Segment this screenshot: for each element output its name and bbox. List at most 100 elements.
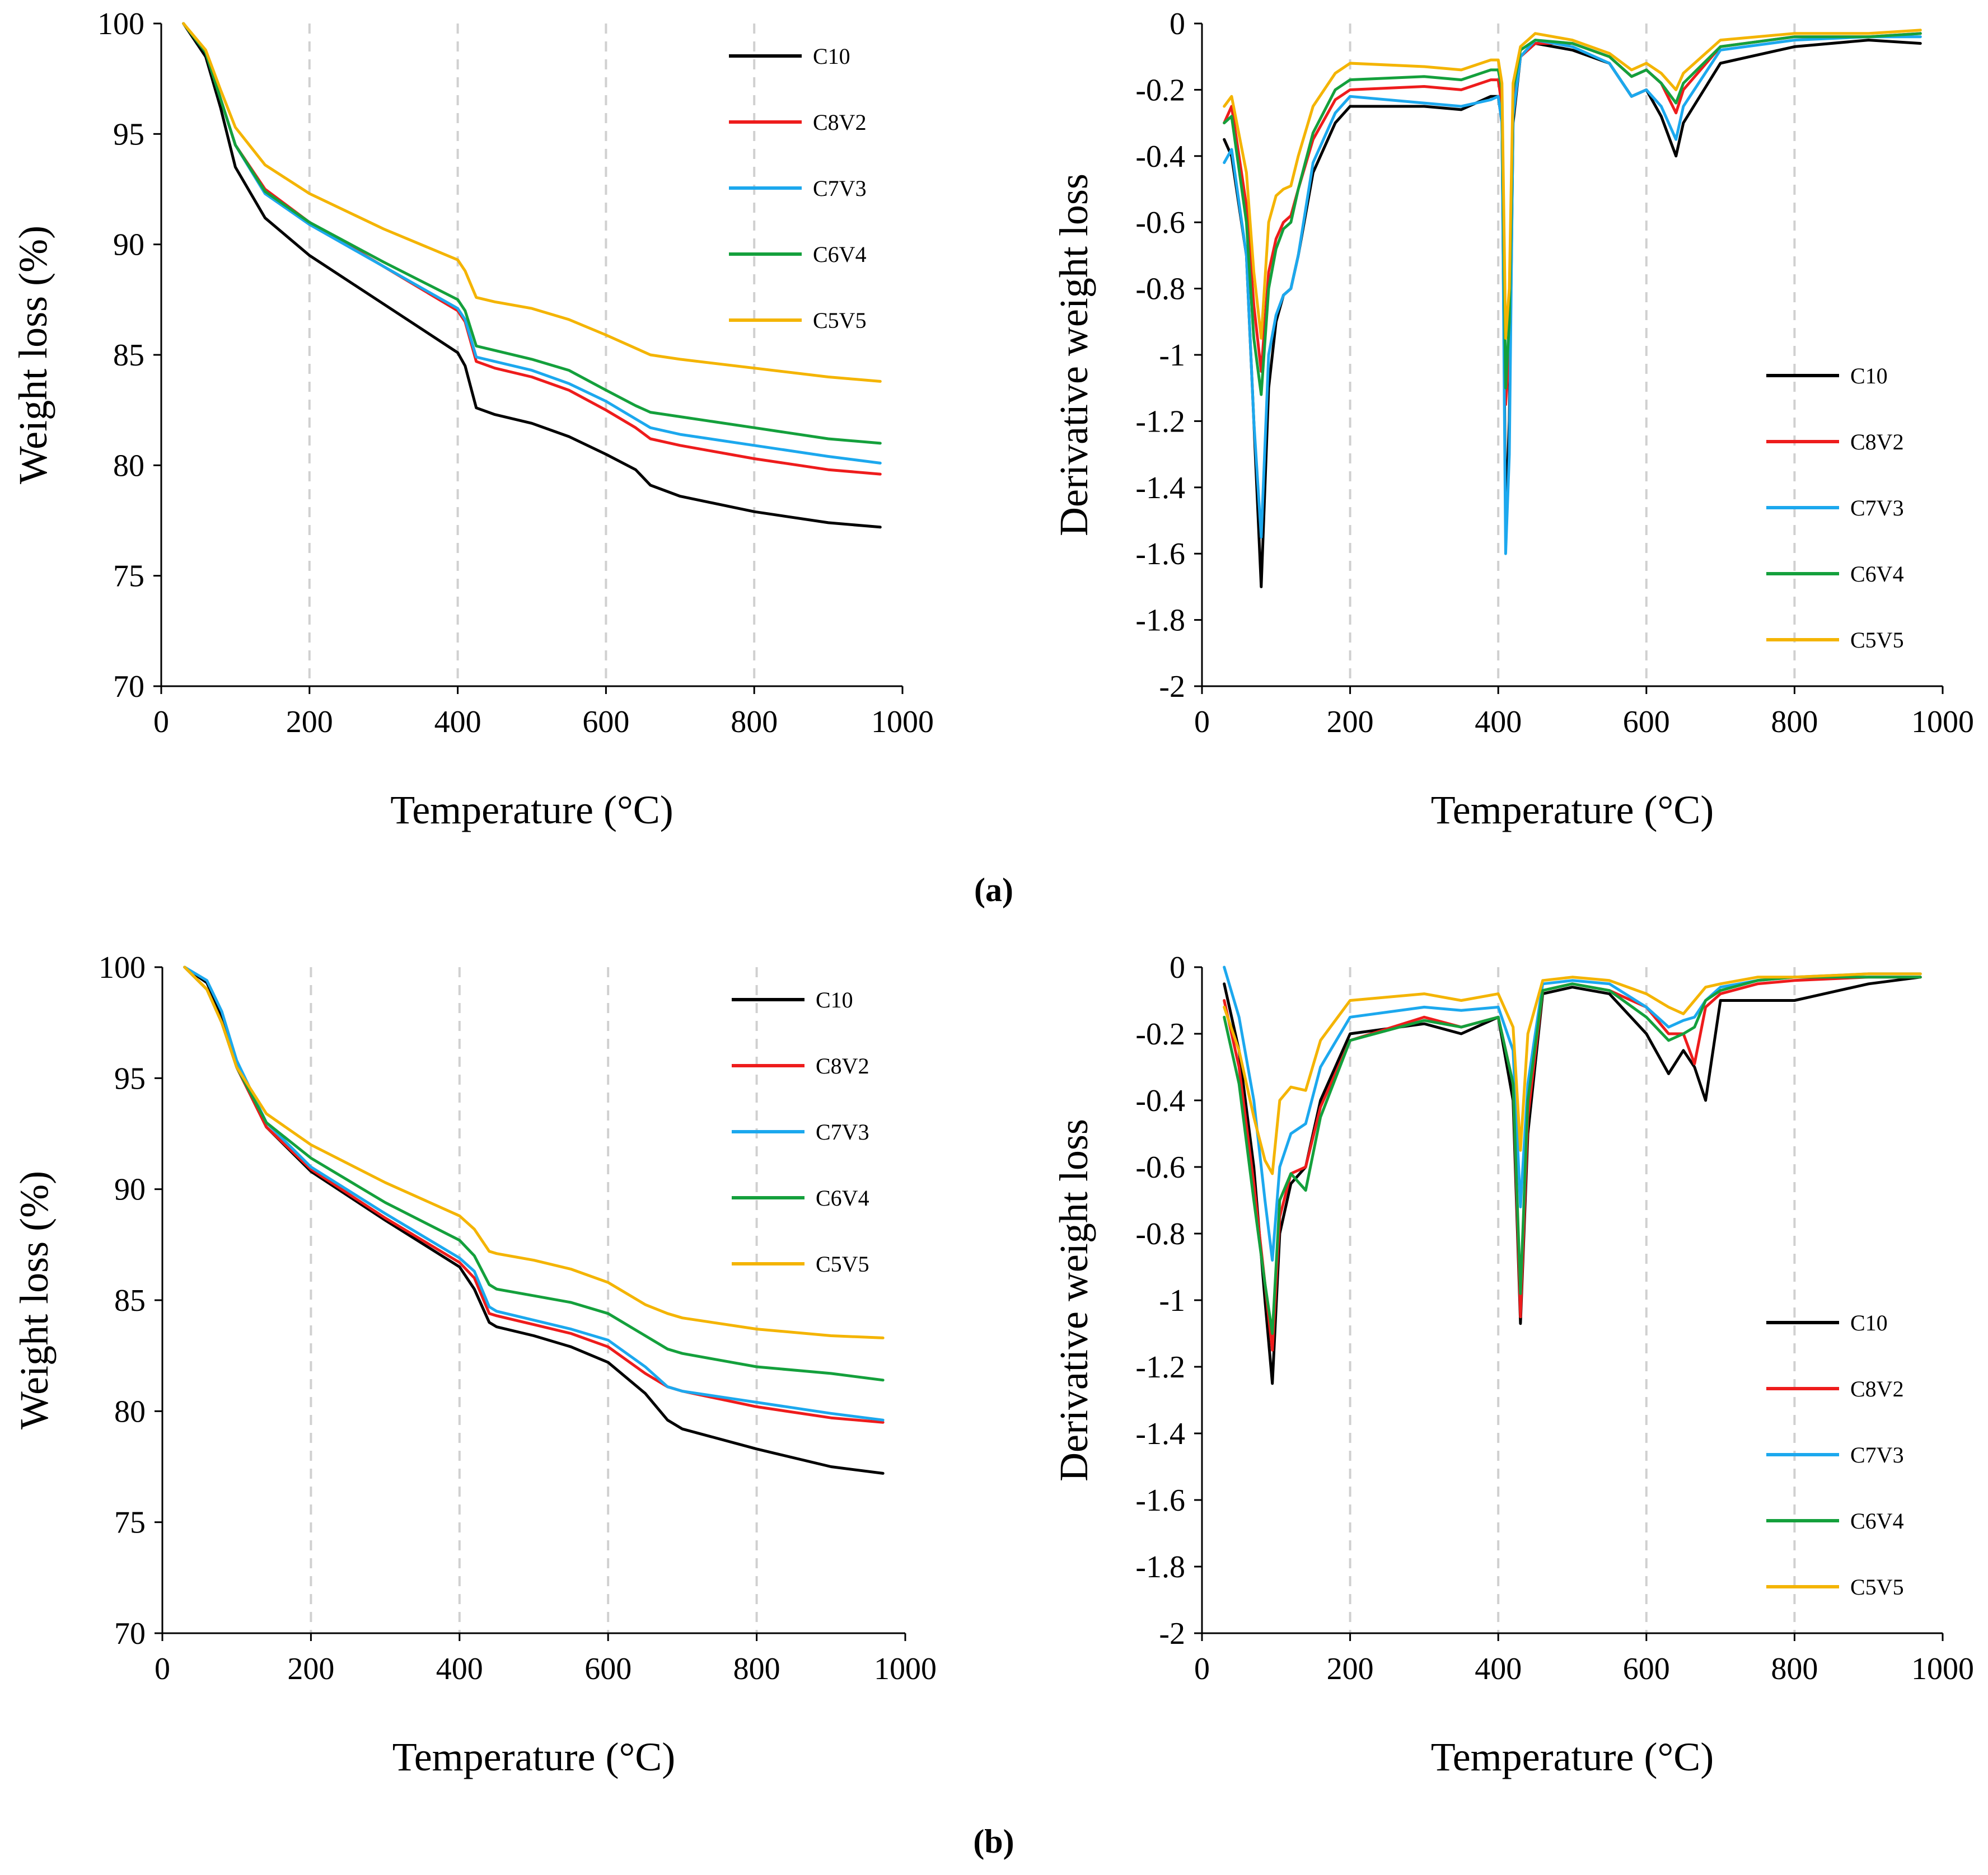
- series-line-c10: [1223, 39, 1922, 588]
- legend-label-c7v3: C7V3: [1850, 495, 1904, 521]
- x-tick-label: 1000: [871, 705, 934, 739]
- y-tick-label: 90: [114, 1173, 146, 1207]
- series-line-c8v2: [182, 22, 882, 476]
- x-tick-label: 600: [584, 1652, 632, 1686]
- y-tick-label: -2: [1159, 1616, 1185, 1651]
- chart-a-tga: 0 200 400 600 800 1000 70 75 80 85 90 95 100 Temperat…: [11, 7, 934, 832]
- chart-b-dtg: 0 200 400 600 800 1000 0 -0.2 -0.4 -0.6 -0.8 -1 -1.2…: [1051, 950, 1974, 1779]
- y-axis-label: Weight loss (%): [11, 226, 55, 484]
- series-line-c6v4: [182, 22, 882, 445]
- series-line-c5v5: [182, 22, 882, 383]
- legend-label-c6v4: C6V4: [1850, 1508, 1904, 1534]
- legend-label-c6v4: C6V4: [813, 242, 867, 267]
- x-tick-label: 800: [733, 1652, 780, 1686]
- series-line-c10: [183, 965, 885, 1475]
- y-tick-label: 85: [113, 338, 144, 373]
- legend-label-c7v3: C7V3: [816, 1119, 869, 1145]
- y-axis-label: Derivative weight loss: [1051, 174, 1096, 536]
- series-line-c8v2: [183, 965, 885, 1424]
- legend-label-c10: C10: [1850, 363, 1888, 388]
- x-axis-label: Temperature (°C): [1431, 1735, 1714, 1779]
- x-tick-label: 400: [1475, 705, 1522, 739]
- y-tick-label: 70: [113, 669, 144, 704]
- panel-label-a: (a): [974, 871, 1013, 908]
- x-tick-label: 0: [1194, 1652, 1210, 1686]
- y-tick-label: 100: [99, 950, 146, 985]
- legend-label-c5v5: C5V5: [816, 1251, 869, 1277]
- series-line-c7v3: [1223, 35, 1922, 555]
- y-tick-label: -0.2: [1135, 73, 1185, 107]
- y-tick-label: 70: [114, 1616, 146, 1651]
- y-tick-label: -0.6: [1135, 205, 1185, 240]
- y-tick-label: 95: [113, 117, 144, 152]
- y-tick-label: -1.2: [1135, 1350, 1185, 1385]
- x-tick-label: 1000: [1911, 705, 1974, 739]
- x-tick-label: 200: [287, 1652, 334, 1686]
- series-line-c5v5: [1223, 972, 1922, 1175]
- legend-label-c5v5: C5V5: [813, 308, 867, 333]
- y-tick-label: 0: [1170, 7, 1185, 41]
- series-line-c7v3: [183, 965, 885, 1422]
- y-tick-label: -0.6: [1135, 1150, 1185, 1185]
- x-tick-label: 400: [434, 705, 481, 739]
- y-tick-label: -1.8: [1135, 1550, 1185, 1585]
- legend-label-c6v4: C6V4: [816, 1185, 869, 1211]
- x-tick-label: 200: [1327, 705, 1374, 739]
- y-axis-label: Weight loss (%): [12, 1171, 57, 1429]
- y-tick-label: -1.6: [1135, 537, 1185, 571]
- y-tick-label: 80: [113, 448, 144, 483]
- legend-label-c8v2: C8V2: [816, 1053, 869, 1079]
- x-tick-label: 0: [153, 705, 169, 739]
- legend-label-c8v2: C8V2: [1850, 1376, 1904, 1401]
- x-tick-label: 600: [582, 705, 629, 739]
- y-tick-label: -1.4: [1135, 1417, 1185, 1451]
- y-tick-label: -0.4: [1135, 1084, 1185, 1118]
- x-axis-label: Temperature (°C): [1431, 787, 1714, 832]
- y-tick-label: -1.2: [1135, 404, 1185, 439]
- panel-label-b: (b): [973, 1823, 1014, 1860]
- legend-label-c7v3: C7V3: [1850, 1442, 1904, 1468]
- y-tick-label: -2: [1159, 669, 1185, 704]
- series-line-c6v4: [1223, 32, 1922, 396]
- x-tick-label: 400: [1475, 1652, 1522, 1686]
- x-tick-label: 800: [1771, 1652, 1818, 1686]
- y-tick-label: 90: [113, 228, 144, 262]
- x-tick-label: 400: [436, 1652, 483, 1686]
- y-tick-label: -0.4: [1135, 139, 1185, 174]
- legend-label-c7v3: C7V3: [813, 176, 867, 201]
- x-tick-label: 0: [155, 1652, 170, 1686]
- x-tick-label: 600: [1623, 1652, 1670, 1686]
- x-axis-label: Temperature (°C): [390, 787, 673, 832]
- x-tick-label: 800: [1771, 705, 1818, 739]
- y-tick-label: -1: [1159, 1283, 1185, 1318]
- series-line-c7v3: [1223, 965, 1922, 1262]
- series-line-c6v4: [1223, 976, 1922, 1335]
- y-tick-label: 80: [114, 1394, 146, 1429]
- y-tick-label: -0.8: [1135, 1217, 1185, 1251]
- legend-label-c5v5: C5V5: [1850, 1574, 1904, 1600]
- x-axis-label: Temperature (°C): [392, 1735, 676, 1779]
- x-tick-label: 800: [731, 705, 778, 739]
- x-tick-label: 200: [286, 705, 333, 739]
- x-tick-label: 600: [1623, 705, 1670, 739]
- y-tick-label: 75: [114, 1506, 146, 1540]
- y-tick-label: -1: [1159, 338, 1185, 373]
- chart-b-tga: 0 200 400 600 800 1000 70 75 80 85 90 95 100 Temperat…: [12, 950, 937, 1779]
- legend-label-c8v2: C8V2: [1850, 429, 1904, 454]
- series-line-c5v5: [183, 965, 885, 1339]
- y-tick-label: 100: [97, 7, 144, 41]
- legend-label-c8v2: C8V2: [813, 110, 867, 135]
- series-line-c6v4: [183, 965, 885, 1382]
- legend-label-c5v5: C5V5: [1850, 627, 1904, 653]
- chart-a-dtg: 0 200 400 600 800 1000 0 -0.2 -0.4 -0.6 -0.8 -1 -1.2…: [1051, 7, 1974, 832]
- y-tick-label: -1.8: [1135, 603, 1185, 638]
- x-tick-label: 200: [1327, 1652, 1374, 1686]
- x-tick-label: 1000: [1911, 1652, 1974, 1686]
- legend-label-c6v4: C6V4: [1850, 561, 1904, 587]
- y-tick-label: 85: [114, 1283, 146, 1318]
- y-tick-label: -1.4: [1135, 471, 1185, 505]
- x-tick-label: 1000: [874, 1652, 937, 1686]
- legend-label-c10: C10: [813, 44, 850, 69]
- y-tick-label: -0.8: [1135, 272, 1185, 307]
